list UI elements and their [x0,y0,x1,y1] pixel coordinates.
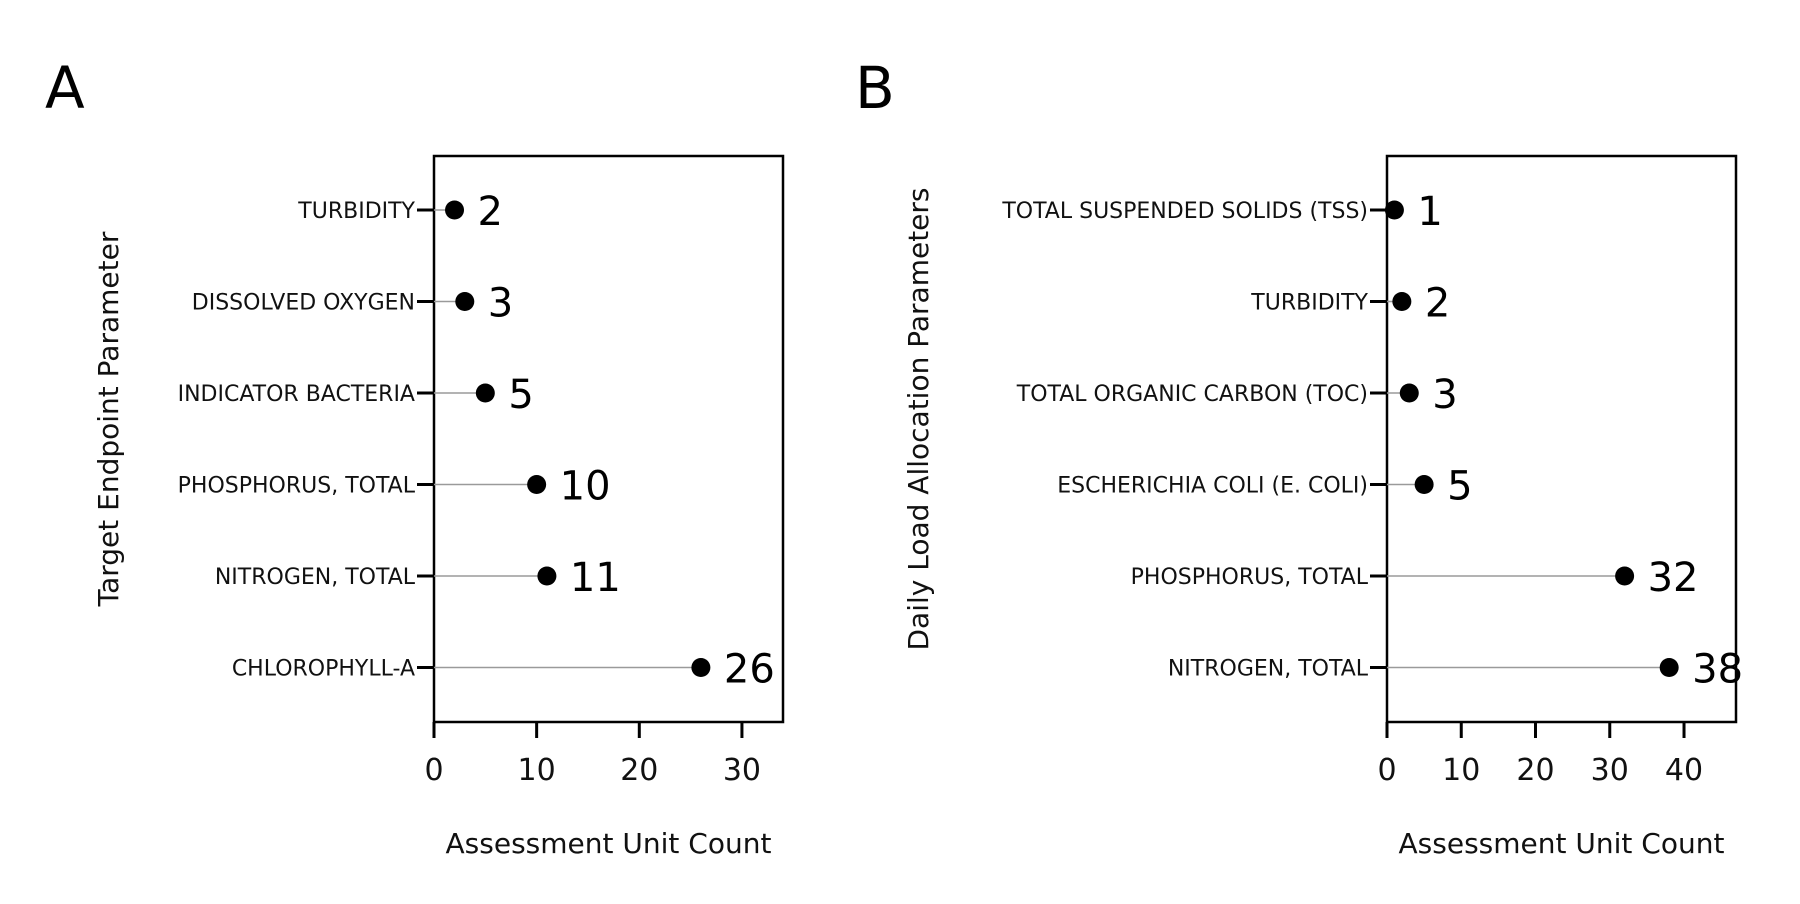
panel-a-nitrogen-total-value-label: 11 [570,555,621,601]
panel-a-plot-frame [432,154,785,724]
panel-a-dissolved-oxygen-label: DISSOLVED OXYGEN [192,291,415,316]
panel-a-phosphorus-total-marker [527,475,547,494]
panel-a-phosphorus-total-value-label: 10 [560,464,611,510]
panel-a-indicator-bacteria-value-label: 5 [508,372,533,418]
panel-a-xtick-label-20: 20 [620,753,658,788]
panel-b-total-organic-carbon-toc-label: TOTAL ORGANIC CARBON (TOC) [1016,382,1368,407]
panel-b-total-organic-carbon-toc-marker [1399,383,1419,403]
panel-b-nitrogen-total-marker [1659,658,1679,677]
panel-a-nitrogen-total-label: NITROGEN, TOTAL [215,565,416,590]
panel-b-xtick-label-30: 30 [1591,753,1629,788]
panel-a-turbidity-value-label: 2 [478,189,503,235]
panel-b-nitrogen-total-value-label: 38 [1692,647,1743,693]
panel-a-xtick-label-30: 30 [723,753,761,788]
panel-b-letter: B [855,54,895,122]
panel-b-phosphorus-total-marker [1615,566,1635,586]
panel-a-letter: A [45,54,85,122]
panel-b-turbidity-value-label: 2 [1425,281,1450,327]
panel-b-turbidity-marker [1392,292,1412,311]
panel-b-turbidity-label: TURBIDITY [1250,291,1368,316]
panel-a-phosphorus-total-label: PHOSPHORUS, TOTAL [178,474,416,499]
panel-a-chlorophyll-a-value-label: 26 [724,647,775,693]
panel-a-y-axis-title: Target Endpoint Parameter [92,231,125,607]
panel-a-indicator-bacteria-marker [475,383,495,403]
panel-b-phosphorus-total-label: PHOSPHORUS, TOTAL [1131,565,1369,590]
panel-b-y-axis-title: Daily Load Allocation Parameters [902,187,935,650]
panel-b-x-axis-title: Assessment Unit Count [1399,827,1725,860]
panel-a-nitrogen-total-marker [537,566,557,586]
panel-a-turbidity-marker [445,200,465,220]
panel-a-dissolved-oxygen-marker [455,292,475,311]
panel-b-total-suspended-solids-tss-label: TOTAL SUSPENDED SOLIDS (TSS) [1001,199,1368,224]
panel-b-total-organic-carbon-toc-value-label: 3 [1432,372,1457,418]
panel-a-chlorophyll-a-marker [691,658,711,677]
panel-a-x-axis-title: Assessment Unit Count [446,827,772,860]
panel-b-phosphorus-total-value-label: 32 [1648,555,1699,601]
panel-a-dissolved-oxygen-value-label: 3 [488,281,513,327]
panel-b: B TOTAL SUSPENDED SOLIDS (TSS) 1 TURBIDITY 2… [855,54,1743,860]
panel-b-plot-frame [1385,154,1738,724]
panel-b-xtick-label-40: 40 [1665,753,1703,788]
panel-a-turbidity-label: TURBIDITY [297,199,415,224]
panel-a-xtick-label-10: 10 [518,753,556,788]
panel-a-chlorophyll-a-label: CHLOROPHYLL-A [232,657,415,682]
panel-b-total-suspended-solids-tss-marker [1384,200,1404,220]
panel-a-xtick-label-0: 0 [424,753,443,788]
panel-b-escherichia-coli-e-coli-marker [1414,475,1434,494]
panel-b-nitrogen-total-label: NITROGEN, TOTAL [1168,657,1369,682]
panel-b-xtick-label-20: 20 [1516,753,1554,788]
panel-b-escherichia-coli-e-coli-value-label: 5 [1447,464,1472,510]
panel-a: A TURBIDITY 2 DISSOLVED OXYGEN 3 INDICATOR BA… [45,54,785,860]
panel-b-xtick-label-10: 10 [1442,753,1480,788]
panel-b-escherichia-coli-e-coli-label: ESCHERICHIA COLI (E. COLI) [1057,474,1368,499]
panel-b-xtick-label-0: 0 [1377,753,1396,788]
panel-b-total-suspended-solids-tss-value-label: 1 [1417,189,1442,235]
panel-a-indicator-bacteria-label: INDICATOR BACTERIA [178,382,415,407]
